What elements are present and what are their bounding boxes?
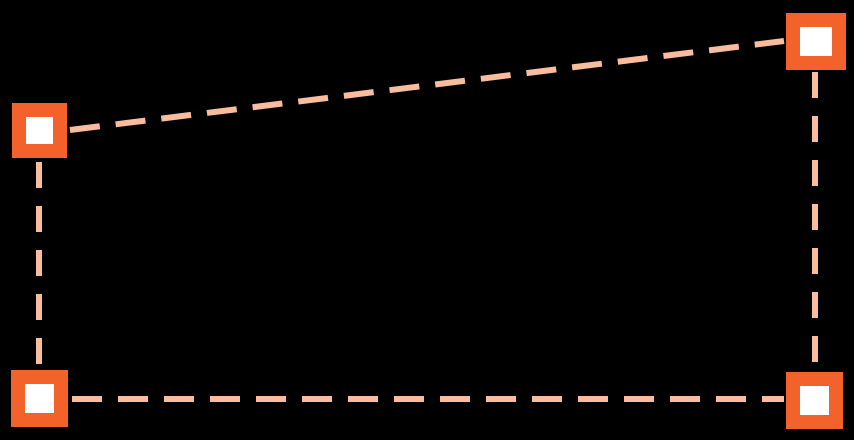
marker-center-square [800,27,832,56]
marker-center-square [800,386,829,415]
marker-top-left[interactable] [12,103,67,158]
marker-bottom-left[interactable] [11,370,68,427]
marker-top-right[interactable] [786,13,846,70]
top-edge [69,38,785,133]
marker-center-square [26,117,53,144]
dashed-edges-group [36,38,818,402]
marker-bottom-right[interactable] [786,372,843,429]
marker-center-square [25,384,54,413]
